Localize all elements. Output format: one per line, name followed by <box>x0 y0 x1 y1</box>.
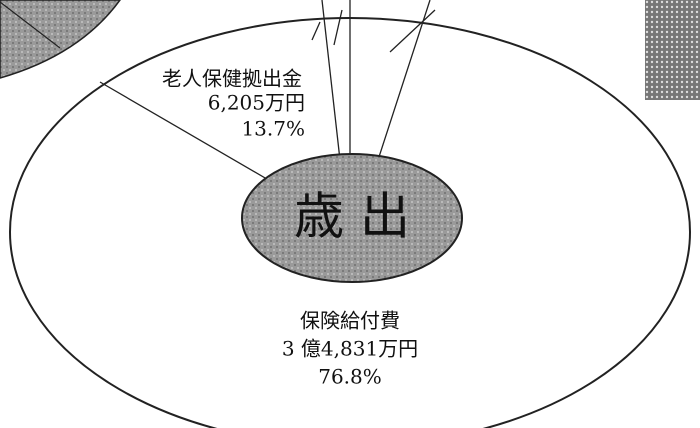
segment-name: 保険給付費 <box>300 309 400 333</box>
segment-name: 老人保健拠出金 <box>162 67 302 91</box>
neighbor-slice <box>0 0 121 79</box>
divider <box>0 1 61 49</box>
segment-amount: 3 億4,831万円 <box>282 337 418 361</box>
center-label: 歳 出 <box>294 188 410 246</box>
segment-share: 76.8% <box>318 365 382 389</box>
leader-lines <box>99 0 436 183</box>
photo-fragment <box>645 0 700 100</box>
segment-amount: 6,205万円 <box>208 91 305 115</box>
segment-share: 13.7% <box>241 117 305 141</box>
center-ellipse <box>241 153 463 283</box>
